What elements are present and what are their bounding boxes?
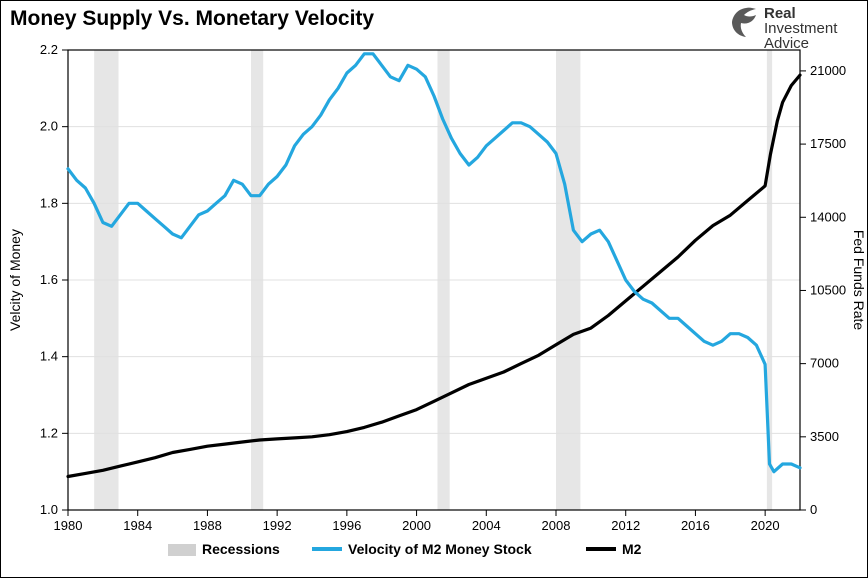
series-velocity	[68, 54, 800, 472]
svg-text:1.4: 1.4	[40, 349, 58, 364]
svg-text:1.2: 1.2	[40, 425, 58, 440]
svg-text:1988: 1988	[193, 518, 222, 533]
svg-text:10500: 10500	[810, 282, 846, 297]
y-axis-left: 1.0 1.2 1.4 1.6 1.8 2.0 2.2	[40, 42, 68, 517]
legend: Recessions Velocity of M2 Money Stock M2	[168, 541, 642, 557]
chart-container: Money Supply Vs. Monetary Velocity RealIn…	[0, 0, 868, 578]
svg-text:2016: 2016	[681, 518, 710, 533]
svg-text:2012: 2012	[611, 518, 640, 533]
svg-text:0: 0	[810, 502, 817, 517]
gridlines	[68, 50, 800, 510]
svg-text:1984: 1984	[123, 518, 152, 533]
logo: RealInvestmentAdvice	[732, 5, 838, 52]
chart-title: Money Supply Vs. Monetary Velocity	[10, 7, 374, 30]
svg-text:3500: 3500	[810, 429, 839, 444]
svg-text:7000: 7000	[810, 356, 839, 371]
svg-text:1992: 1992	[263, 518, 292, 533]
svg-text:2.2: 2.2	[40, 42, 58, 57]
svg-text:17500: 17500	[810, 136, 846, 151]
svg-text:14000: 14000	[810, 209, 846, 224]
legend-item-recessions: Recessions	[202, 541, 280, 557]
svg-text:2008: 2008	[542, 518, 571, 533]
svg-text:1980: 1980	[54, 518, 83, 533]
legend-item-velocity: Velocity of M2 Money Stock	[348, 541, 532, 557]
svg-text:2004: 2004	[472, 518, 501, 533]
svg-text:2.0: 2.0	[40, 119, 58, 134]
svg-text:2000: 2000	[402, 518, 431, 533]
y-axis-right: 0 3500 7000 10500 14000 17500 21000	[800, 63, 846, 517]
svg-text:1.6: 1.6	[40, 272, 58, 287]
svg-text:1.8: 1.8	[40, 195, 58, 210]
svg-text:1996: 1996	[332, 518, 361, 533]
svg-text:21000: 21000	[810, 63, 846, 78]
svg-text:1.0: 1.0	[40, 502, 58, 517]
x-axis: 1980 1984 1988 1992 1996 2000 2004 2008 2012 2016…	[54, 510, 780, 533]
legend-item-m2: M2	[622, 541, 642, 557]
series-m2	[68, 75, 800, 476]
y-axis-left-label: Velcity of Money	[7, 229, 23, 331]
svg-text:2020: 2020	[751, 518, 780, 533]
y-axis-right-label: Fed Funds Rate	[851, 230, 867, 331]
